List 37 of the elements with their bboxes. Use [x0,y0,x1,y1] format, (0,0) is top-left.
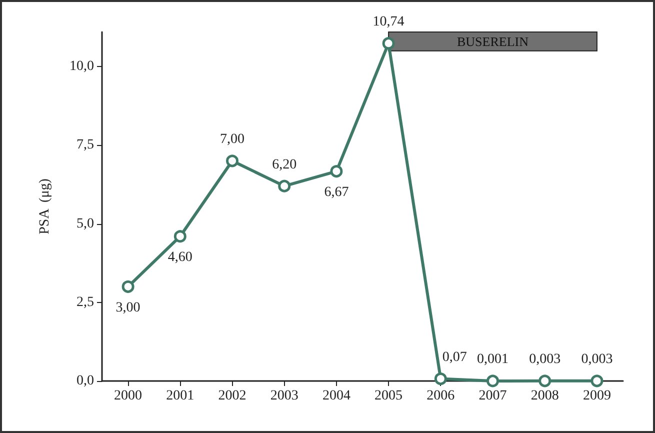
x-tick-label: 2004 [322,388,350,404]
data-label: 10,74 [372,14,404,30]
data-label: 6,20 [272,157,297,172]
data-label: 0,07 [442,350,467,366]
x-tick-label: 2005 [374,388,403,404]
x-tick-label: 2007 [478,388,507,404]
point [174,230,186,243]
data-label: 4,60 [168,250,192,266]
data-label: 0,003 [529,352,561,368]
x-tick-label: 2000 [114,388,142,404]
point [330,165,343,178]
y-tick-label: 0,0 [76,374,94,388]
data-label: 0,003 [581,352,613,368]
band-label: BUSERELIN [457,34,530,49]
y-tick-label: 5,0 [76,216,94,232]
y-tick-label: 7,5 [76,138,94,153]
x-tick-label: 2008 [530,388,559,404]
data-label: 7,00 [220,132,244,148]
point [278,180,291,192]
point [486,374,499,388]
point [226,154,238,168]
y-tick-label: 2,5 [76,294,94,310]
data-label: 0,001 [477,352,508,368]
x-tick-label: 2006 [426,388,455,404]
y-axis-title: PSA (μg) [38,178,52,234]
point [590,374,604,388]
point [122,280,134,293]
x-tick-label: 2009 [582,388,611,404]
point [538,374,552,388]
data-label: 6,67 [324,185,349,200]
x-tick-label: 2001 [166,388,194,404]
x-tick-label: 2003 [270,388,298,404]
y-tick-label: 10,0 [70,59,94,74]
data-label: 3,00 [116,300,140,316]
point [434,372,447,386]
x-tick-label: 2002 [218,388,246,404]
point [382,37,395,50]
